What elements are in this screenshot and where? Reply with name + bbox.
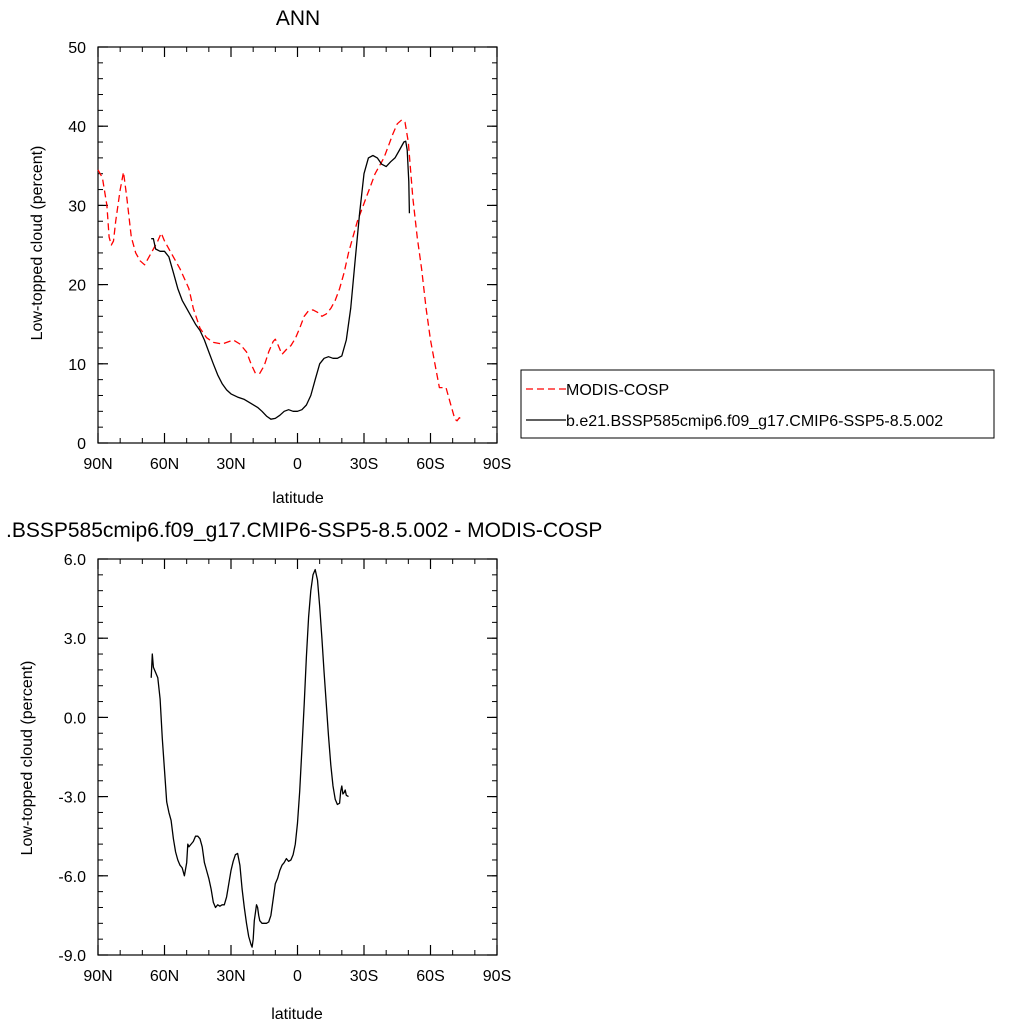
bottom-x-tick-label: 30S — [350, 968, 378, 985]
bottom-y-tick-label: -9.0 — [58, 948, 86, 965]
top-x-tick-label: 60S — [416, 456, 444, 473]
bottom-x-axis-label: latitude — [271, 1006, 323, 1023]
top-x-tick-label: 0 — [293, 456, 302, 473]
top-y-tick-label: 50 — [68, 40, 86, 57]
top-plot-area: 90N 60N 30N 0 30S 60S 90S 0 10 20 30 40 50 — [68, 40, 511, 473]
top-x-tick-label: 30N — [216, 456, 245, 473]
top-y-tick-label: 20 — [68, 278, 86, 295]
top-series-line-0 — [97, 119, 462, 422]
top-x-tick-label: 30S — [350, 456, 378, 473]
bottom-x-tick-label: 30N — [216, 968, 245, 985]
legend: MODIS-COSP b.e21.BSSP585cmip6.f09_g17.CM… — [520, 369, 995, 439]
bottom-x-tick-label: 90N — [83, 968, 112, 985]
top-series-line-1 — [151, 140, 411, 420]
top-y-tick-label: 10 — [68, 357, 86, 374]
bottom-y-tick-label: 0.0 — [64, 710, 86, 727]
bottom-y-tick-label: 3.0 — [64, 631, 86, 648]
bottom-plot-frame — [97, 558, 498, 956]
legend-label-modis-cosp: MODIS-COSP — [566, 382, 669, 399]
bottom-x-tick-label: 60N — [150, 968, 179, 985]
top-chart-title: ANN — [276, 7, 320, 30]
top-x-tick-label: 90S — [483, 456, 511, 473]
top-x-tick-label: 90N — [83, 456, 112, 473]
bottom-y-tick-label: -6.0 — [58, 869, 86, 886]
bottom-x-tick-label: 0 — [293, 968, 302, 985]
bottom-y-tick-label: -3.0 — [58, 790, 86, 807]
top-x-axis-label: latitude — [272, 490, 324, 507]
top-y-tick-label: 0 — [77, 436, 86, 453]
bottom-plot-area: 90N 60N 30N 0 30S 60S 90S -9.0 -6.0 -3.0 0.0 3.0 6.0 — [58, 552, 511, 985]
bottom-y-axis-label: Low-topped cloud (percent) — [19, 661, 36, 856]
top-panel: ANN 90N 60N 30N 0 30S 60S 90S 0 10 20 30 40 50 latit… — [29, 7, 511, 507]
bottom-chart-title: .BSSP585cmip6.f09_g17.CMIP6-SSP5-8.5.002… — [6, 519, 602, 542]
legend-box — [520, 369, 995, 439]
top-plot-frame — [97, 46, 498, 444]
top-x-tick-label: 60N — [150, 456, 179, 473]
bottom-series-line-0 — [150, 568, 349, 948]
top-y-tick-label: 30 — [68, 198, 86, 215]
bottom-panel: .BSSP585cmip6.f09_g17.CMIP6-SSP5-8.5.002… — [6, 519, 602, 1023]
bottom-x-tick-label: 60S — [416, 968, 444, 985]
bottom-y-tick-label: 6.0 — [64, 552, 86, 569]
top-y-tick-label: 40 — [68, 119, 86, 136]
bottom-x-tick-label: 90S — [483, 968, 511, 985]
top-y-axis-label: Low-topped cloud (percent) — [29, 146, 46, 341]
legend-label-model: b.e21.BSSP585cmip6.f09_g17.CMIP6-SSP5-8.… — [566, 413, 943, 430]
